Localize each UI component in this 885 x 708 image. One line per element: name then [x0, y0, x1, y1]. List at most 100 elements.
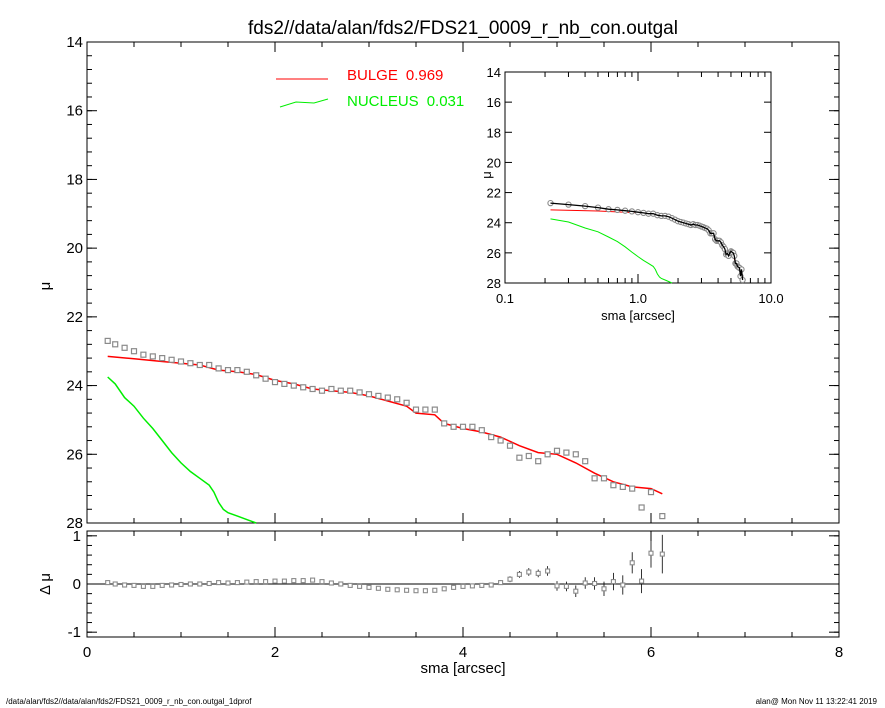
residual-point	[122, 582, 128, 588]
inset-nucleus-line	[550, 218, 673, 284]
main-y-tick-label: 16	[66, 103, 83, 120]
residual-point	[659, 551, 665, 557]
main-y-tick-label: 22	[66, 309, 83, 326]
residual-point	[197, 581, 203, 587]
residual-point	[610, 579, 616, 585]
data-point	[365, 391, 373, 398]
data-point	[422, 406, 429, 413]
data-point	[140, 351, 147, 358]
residual-point	[488, 582, 494, 588]
data-point	[600, 475, 608, 482]
residual-point	[169, 582, 175, 588]
data-point	[328, 385, 335, 393]
data-point	[582, 458, 589, 465]
inset-y-tick-label: 26	[487, 246, 501, 261]
inset-tick-labels: 14 16 18 20 22 24 26 280.1 1.0 10.0	[487, 65, 784, 306]
residual-point	[216, 580, 222, 586]
data-point	[610, 482, 617, 489]
data-point	[300, 384, 307, 391]
residual-point	[554, 583, 560, 589]
residual-point	[150, 583, 156, 589]
residual-point	[244, 579, 250, 585]
x-tick-label: 2	[271, 644, 279, 661]
residual-tick-labels: 10-10 2 4 6 8	[68, 528, 844, 661]
data-point	[187, 360, 194, 367]
data-point	[553, 447, 561, 454]
x-tick-label: 8	[835, 644, 843, 661]
data-point	[243, 368, 250, 375]
data-point	[478, 427, 485, 434]
residual-point	[105, 580, 111, 586]
data-point	[215, 365, 222, 372]
residual-point	[225, 580, 231, 586]
legend-bulge-label: BULGE 0.969	[347, 67, 443, 84]
residual-point	[573, 588, 579, 594]
residual-point	[272, 578, 278, 584]
data-point	[149, 353, 156, 360]
data-point	[318, 387, 326, 394]
data-point	[177, 358, 185, 365]
inset-y-tick-label: 16	[487, 95, 501, 110]
residual-point	[366, 584, 372, 590]
residual-point	[422, 588, 428, 594]
residual-y-tick-label: -1	[68, 624, 81, 641]
inset-y-tick-label: 18	[487, 125, 501, 140]
inset-y-tick-label: 22	[487, 186, 501, 201]
data-point	[206, 361, 213, 369]
inset-x-axis-label: sma [arcsec]	[601, 308, 675, 323]
data-point	[647, 489, 655, 496]
data-point	[196, 361, 203, 369]
residual-point	[187, 581, 193, 587]
main-axis-ticks	[86, 41, 840, 524]
residual-point	[234, 580, 240, 586]
residual-point	[413, 588, 419, 594]
main-y-axis-label: μ	[37, 282, 54, 291]
data-point	[403, 399, 410, 406]
inset-y-axis-label: μ	[479, 171, 494, 179]
data-point	[104, 337, 111, 344]
residual-point	[291, 578, 297, 584]
data-point	[262, 375, 269, 382]
residual-point	[498, 580, 504, 586]
residual-series-group	[105, 534, 665, 598]
inset-y-tick-label: 14	[487, 65, 501, 80]
residual-point	[140, 583, 146, 589]
residual-point	[375, 585, 381, 591]
inset-y-tick-label: 28	[487, 276, 501, 291]
data-point	[516, 454, 523, 461]
data-point	[535, 458, 542, 465]
residual-point	[441, 586, 447, 592]
inset-y-tick-label: 20	[487, 155, 501, 170]
residual-point	[535, 570, 541, 576]
data-point	[629, 485, 636, 492]
data-point	[544, 451, 551, 458]
main-y-tick-label: 28	[66, 515, 83, 532]
residual-point	[338, 581, 344, 587]
data-point	[159, 355, 166, 362]
data-point	[112, 341, 119, 348]
main-y-tick-label: 26	[66, 446, 83, 463]
data-point	[121, 344, 128, 351]
main-y-tick-label: 14	[66, 34, 83, 51]
residual-point	[300, 578, 306, 584]
data-point	[659, 512, 666, 520]
data-point	[469, 423, 476, 430]
data-point	[281, 380, 288, 387]
data-point	[572, 451, 579, 458]
x-axis-label: sma [arcsec]	[420, 660, 505, 677]
residual-point	[328, 580, 334, 586]
residual-point	[629, 560, 635, 566]
residual-point	[159, 582, 165, 588]
data-point	[168, 356, 175, 363]
data-point	[459, 423, 467, 430]
data-point	[130, 348, 138, 355]
residual-point	[253, 579, 259, 585]
residual-point	[526, 569, 532, 575]
inset-log-panel: 14 16 18 20 22 24 26 280.1 1.0 10.0 μ sma [arcsec…	[479, 65, 784, 323]
residual-point	[563, 583, 569, 589]
inset-series-group	[547, 199, 746, 284]
residual-point	[357, 583, 363, 589]
data-point	[619, 483, 626, 490]
legend-nucleus-label: NUCLEUS 0.031	[347, 93, 464, 110]
residual-point	[112, 581, 118, 587]
